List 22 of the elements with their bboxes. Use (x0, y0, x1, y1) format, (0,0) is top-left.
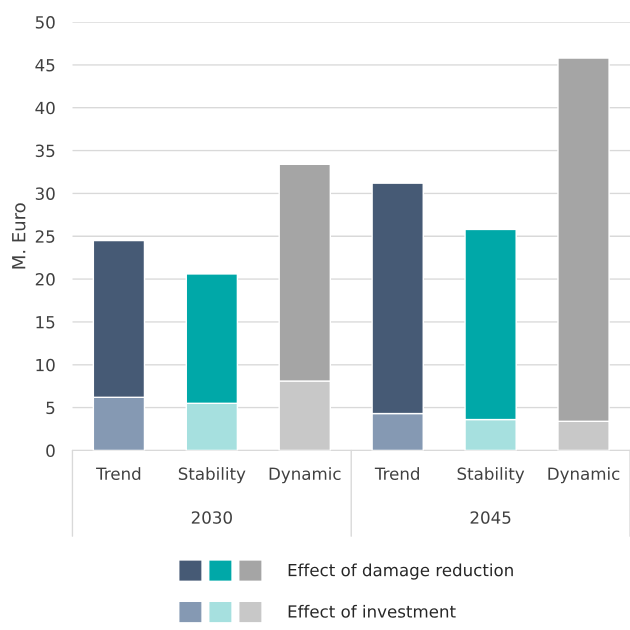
y-tick-label: 20 (36, 273, 55, 286)
y-tick-label: 35 (36, 144, 54, 158)
x-tick-label: Trend (96, 467, 140, 480)
y-tick-label: 50 (36, 16, 55, 29)
y-axis-title: M. Euro (12, 203, 26, 268)
legend-label: Effect of damage reduction (288, 563, 513, 580)
y-tick-label: 45 (35, 59, 54, 72)
text: 2045 (470, 511, 510, 524)
y-tick-label: 25 (36, 230, 54, 243)
legend-label: Effect of investment (288, 604, 456, 618)
y-tick-label: 10 (36, 358, 55, 372)
y-tick-label: 40 (35, 102, 55, 114)
x-tick-label: Stability (458, 467, 524, 484)
y-tick-label: 15 (36, 316, 54, 328)
y-tick-label: 30 (36, 187, 55, 200)
x-tick-label: Trend (374, 467, 419, 480)
text: 2030 (192, 511, 232, 524)
y-tick-label: 0 (46, 444, 55, 458)
y-tick-label: 5 (46, 402, 54, 414)
x-tick-label: Dynamic (548, 467, 620, 484)
x-tick-label: Stability (178, 467, 246, 484)
x-tick-label: Dynamic (270, 467, 340, 484)
